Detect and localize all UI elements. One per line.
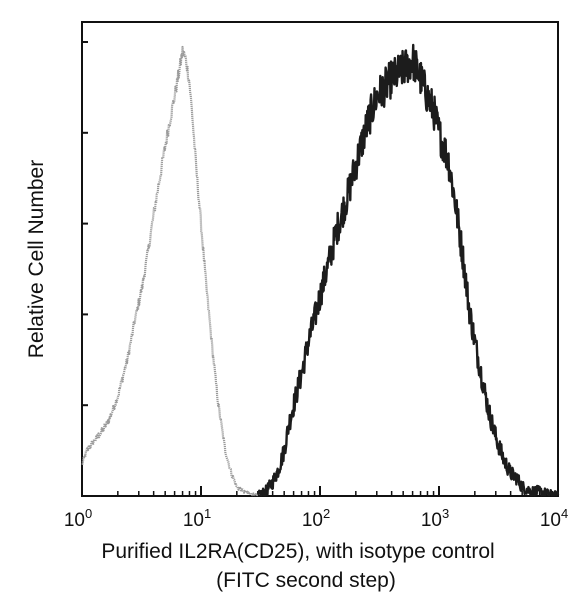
x-tick-label-3: 103 [421, 506, 449, 531]
x-axis-label-line2: (FITC second step) [216, 569, 396, 592]
y-axis-label: Relative Cell Number [25, 160, 48, 358]
x-axis-tick-labels: 100 101 102 103 104 [64, 506, 568, 531]
plot-frame [81, 21, 559, 497]
x-tick-label-0: 100 [64, 506, 92, 531]
histogram-series-0 [81, 45, 259, 497]
series-layer [81, 43, 560, 497]
y-axis-ticks [82, 41, 88, 407]
x-tick-label-2: 102 [302, 506, 330, 531]
x-axis-ticks [81, 486, 554, 496]
histogram-series-1 [257, 43, 560, 497]
x-tick-label-1: 101 [183, 506, 211, 531]
x-axis-label: Purified IL2RA(CD25), with isotype contr… [101, 540, 494, 563]
x-tick-label-4: 104 [540, 506, 568, 531]
